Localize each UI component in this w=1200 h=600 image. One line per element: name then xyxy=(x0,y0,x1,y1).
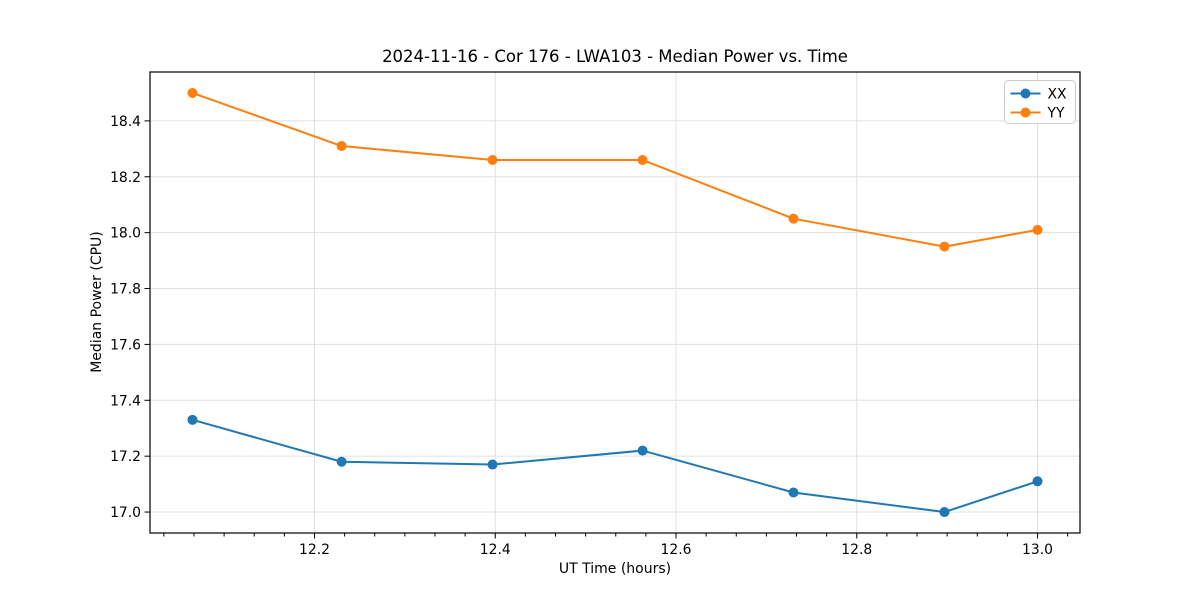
x-tick-label: 12.8 xyxy=(841,542,872,558)
data-point-marker xyxy=(788,487,799,498)
x-tick-label: 13.0 xyxy=(1022,542,1053,558)
data-point-marker xyxy=(788,213,799,224)
y-axis-label: Median Power (CPU) xyxy=(89,231,105,373)
data-point-marker xyxy=(336,456,347,467)
data-point-marker xyxy=(336,141,347,152)
series-line xyxy=(191,91,1039,248)
series-XX xyxy=(187,414,1043,518)
y-tick-label: 17.2 xyxy=(110,449,141,465)
data-point-marker xyxy=(939,507,950,518)
y-tick-label: 18.2 xyxy=(110,170,141,186)
data-point-marker xyxy=(487,155,498,166)
legend-marker xyxy=(1020,88,1031,99)
data-point-marker xyxy=(487,459,498,470)
legend: XX YY xyxy=(1004,80,1076,124)
y-tick-label: 17.8 xyxy=(110,282,141,298)
chart-title: 2024-11-16 - Cor 176 - LWA103 - Median P… xyxy=(382,47,848,66)
y-tick-label: 17.4 xyxy=(110,393,141,409)
legend-label: XX xyxy=(1048,87,1068,103)
data-point-marker xyxy=(939,241,950,252)
series-line xyxy=(191,418,1039,514)
data-point-marker xyxy=(187,414,198,425)
y-tick-label: 18.0 xyxy=(110,226,141,242)
data-point-marker xyxy=(1032,224,1043,235)
series-YY xyxy=(187,87,1043,252)
grid xyxy=(150,72,1080,533)
tick-labels: 12.2 12.4 12.6 12.8 13.0 17.0 17.2 17.4 17.6 17.8… xyxy=(110,114,1053,558)
axes-spines xyxy=(149,71,1081,534)
legend-marker xyxy=(1020,107,1031,118)
y-tick-label: 18.4 xyxy=(110,114,141,130)
data-point-marker xyxy=(637,155,648,166)
data-point-marker xyxy=(637,445,648,456)
data-point-marker xyxy=(1032,476,1043,487)
ticks xyxy=(144,120,1069,539)
data-point-marker xyxy=(187,87,198,98)
x-tick-label: 12.4 xyxy=(480,542,511,558)
y-tick-label: 17.6 xyxy=(110,337,141,353)
x-axis-label: UT Time (hours) xyxy=(558,561,672,577)
y-tick-label: 17.0 xyxy=(110,505,141,521)
x-tick-label: 12.6 xyxy=(661,542,692,558)
legend-label: YY xyxy=(1047,106,1065,122)
x-tick-label: 12.2 xyxy=(299,542,330,558)
